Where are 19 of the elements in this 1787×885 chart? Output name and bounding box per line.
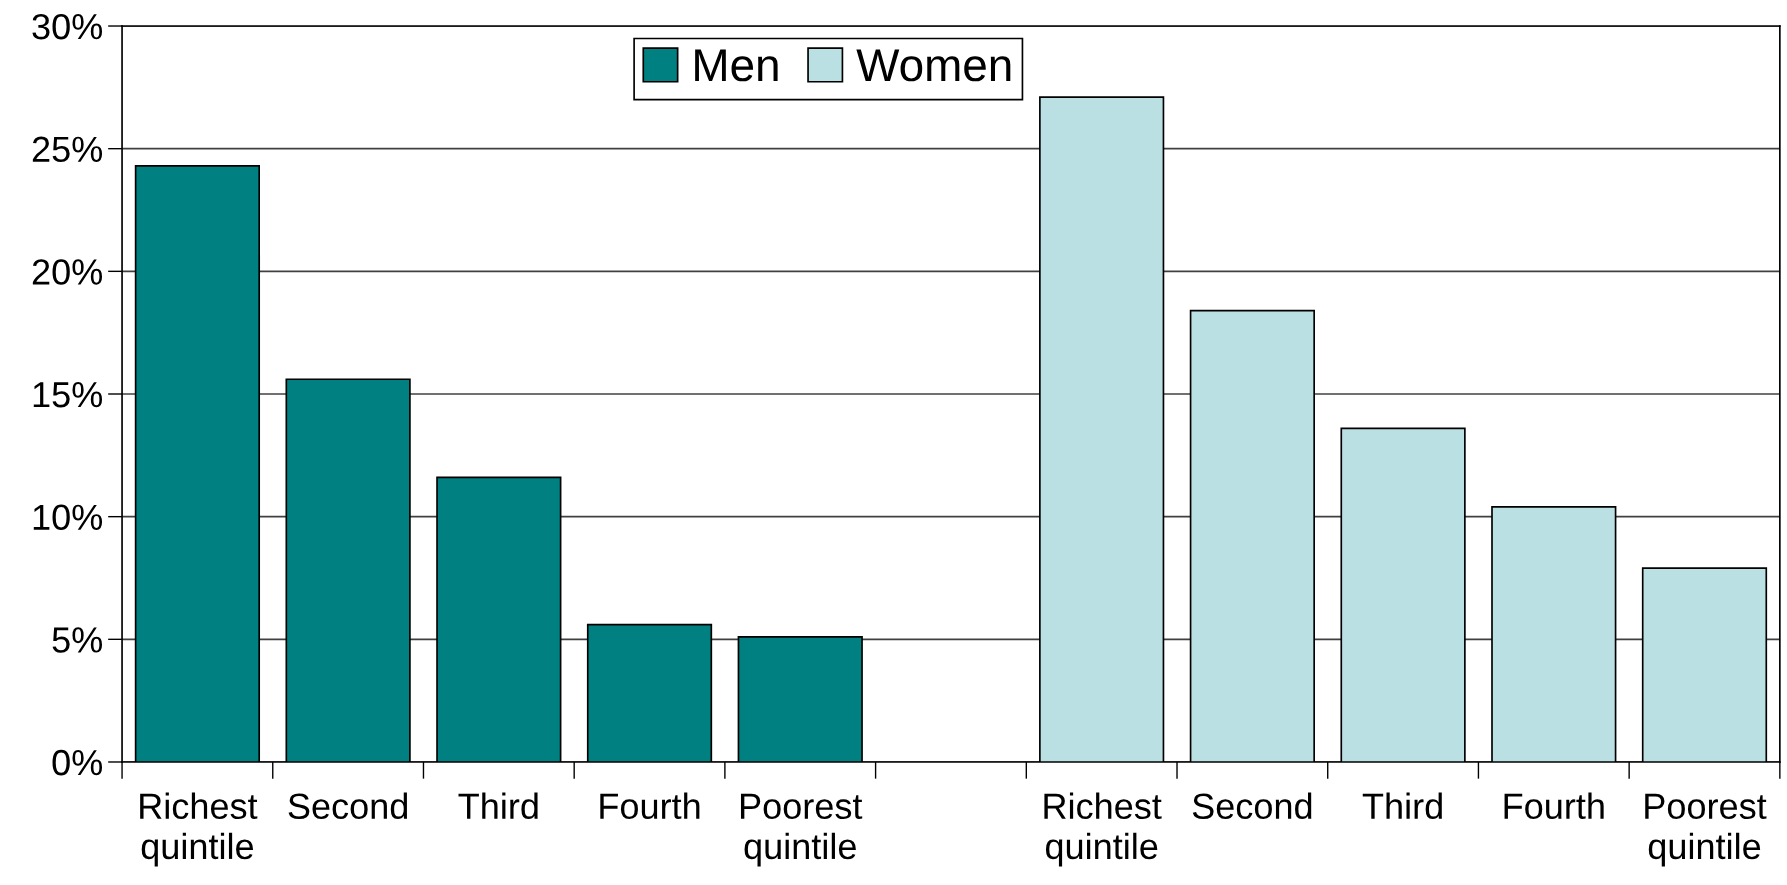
y-tick-label: 10% [33, 504, 103, 531]
x-tick-label: Richest quintile [140, 792, 258, 867]
x-tick-label: Second [1192, 792, 1312, 820]
x-tick-label: Fourth [600, 792, 700, 820]
y-tick-label: 20% [32, 259, 103, 285]
y-tick-label: 25% [32, 136, 103, 163]
legend-label: Women [856, 49, 1011, 82]
y-tick-label: 5% [52, 627, 103, 653]
x-tick-label: Second [288, 792, 408, 820]
x-tick-label: Third [1362, 792, 1442, 820]
x-tick-label: Third [458, 792, 538, 820]
x-tick-label: Richest quintile [1044, 792, 1162, 867]
y-tick-label: 15% [33, 382, 103, 408]
x-tick-label: Poorest quintile [740, 793, 863, 867]
y-tick-label: 0% [52, 749, 103, 776]
y-tick-label: 30% [32, 13, 103, 40]
x-tick-label: Poorest quintile [1645, 793, 1767, 867]
legend-label: Men [695, 49, 778, 82]
x-tick-label: Fourth [1504, 792, 1604, 820]
